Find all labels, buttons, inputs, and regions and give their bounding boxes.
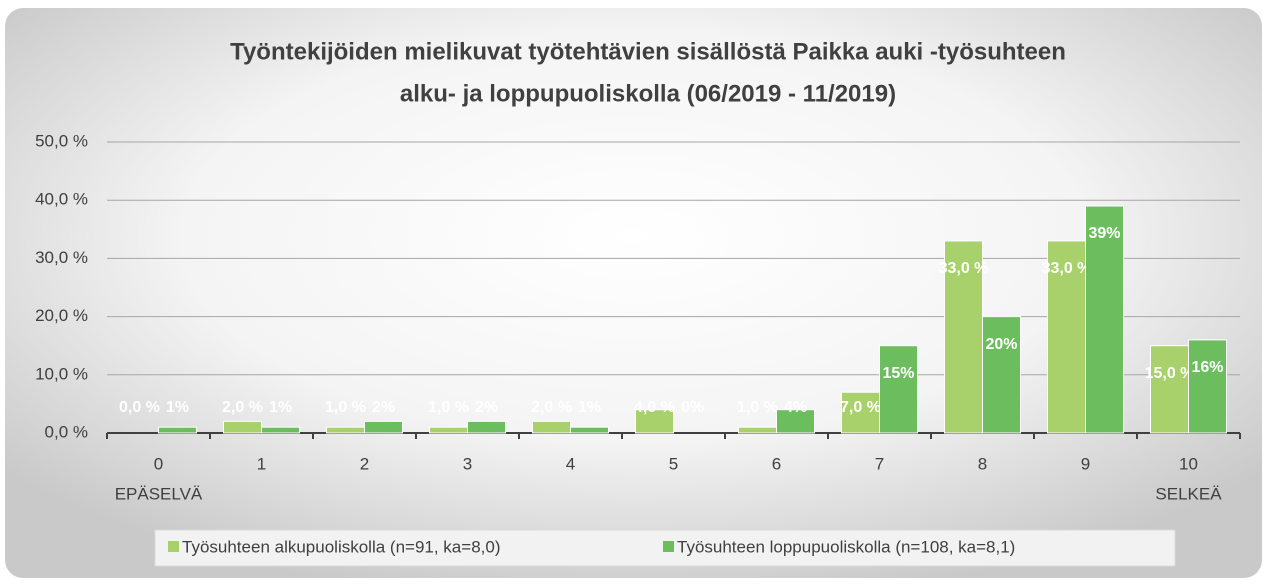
data-label: 2,0 % (531, 399, 572, 416)
bar (635, 409, 674, 434)
bar (1150, 345, 1189, 434)
data-label: 1% (166, 399, 189, 416)
data-label: 1,0 % (428, 399, 469, 416)
x-tick-label: 1 (257, 454, 266, 473)
y-tick-label: 50,0 % (35, 131, 88, 150)
scale-end-label: SELKEÄ (1155, 484, 1222, 503)
y-tick-label: 0,0 % (45, 422, 88, 441)
data-label: 2% (475, 399, 498, 416)
x-tick-label: 10 (1179, 454, 1198, 473)
bar (738, 426, 777, 434)
x-tick-label: 9 (1081, 454, 1090, 473)
scale-end-label: EPÄSELVÄ (115, 484, 203, 503)
bar (570, 426, 609, 434)
data-label: 4% (784, 399, 807, 416)
data-label: 39% (1088, 225, 1120, 242)
data-label: 15% (882, 365, 914, 382)
y-tick-label: 30,0 % (35, 248, 88, 267)
data-label: 1% (578, 399, 601, 416)
x-tick-label: 2 (360, 454, 369, 473)
data-label: 0% (681, 399, 704, 416)
data-label: 2,0 % (222, 399, 263, 416)
data-label: 33,0 % (939, 260, 989, 277)
y-tick-label: 10,0 % (35, 364, 88, 383)
bar (1085, 205, 1124, 434)
data-label: 4,0 % (634, 399, 675, 416)
data-label: 7,0 % (840, 399, 881, 416)
bar (1047, 240, 1086, 434)
bar (532, 420, 571, 434)
data-label: 0,0 % (119, 399, 160, 416)
x-tick-label: 5 (669, 454, 678, 473)
chart-title: Työntekijöiden mielikuvat työtehtävien s… (230, 38, 1066, 65)
bar (158, 426, 197, 434)
chart-title: alku- ja loppupuoliskolla (06/2019 - 11/… (400, 80, 896, 107)
y-tick-label: 40,0 % (35, 190, 88, 209)
bar (429, 426, 468, 434)
bar (879, 345, 918, 434)
data-label: 1,0 % (325, 399, 366, 416)
legend-label: Työsuhteen alkupuoliskolla (n=91, ka=8,0… (182, 537, 500, 556)
bar (776, 409, 815, 434)
legend-label: Työsuhteen loppupuoliskolla (n=108, ka=8… (677, 537, 1015, 556)
x-tick-label: 3 (463, 454, 472, 473)
bar (364, 420, 403, 434)
x-tick-label: 4 (566, 454, 575, 473)
data-label: 15,0 % (1145, 365, 1195, 382)
y-tick-label: 20,0 % (35, 306, 88, 325)
data-label: 2% (372, 399, 395, 416)
data-label: 16% (1191, 359, 1223, 376)
bar (223, 420, 262, 434)
bar (1188, 339, 1227, 434)
x-tick-label: 6 (772, 454, 781, 473)
chart-panel (5, 8, 1262, 578)
legend-swatch (663, 541, 674, 552)
x-tick-label: 7 (875, 454, 884, 473)
data-label: 20% (985, 336, 1017, 353)
bar (467, 420, 506, 434)
data-label: 33,0 % (1042, 260, 1092, 277)
legend-swatch (168, 541, 179, 552)
bar (326, 426, 365, 434)
x-tick-label: 0 (154, 454, 163, 473)
data-label: 1% (269, 399, 292, 416)
bar (944, 240, 983, 434)
bar (261, 426, 300, 434)
x-tick-label: 8 (978, 454, 987, 473)
data-label: 1,0 % (737, 399, 778, 416)
bar (982, 316, 1021, 434)
